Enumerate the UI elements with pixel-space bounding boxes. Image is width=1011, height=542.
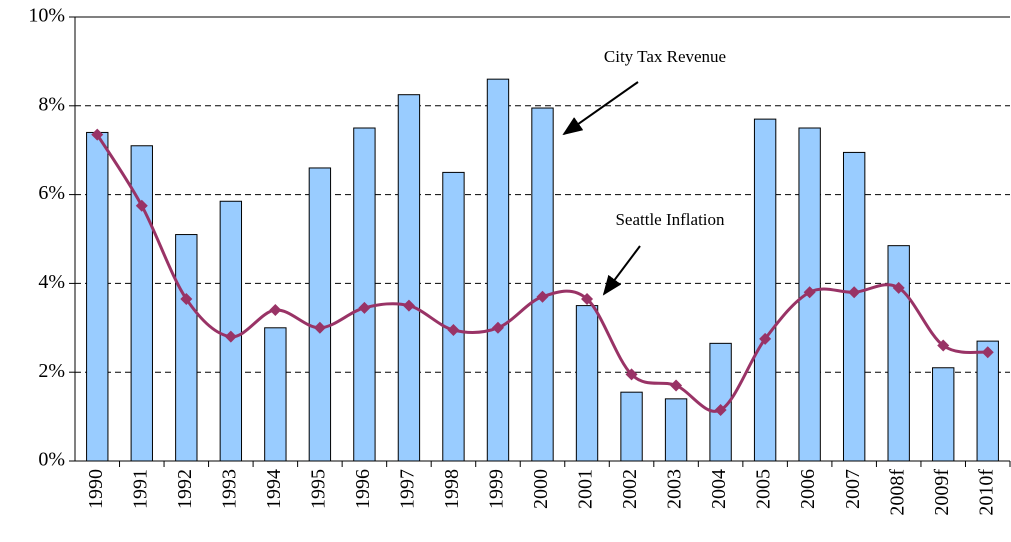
y-tick-label: 2% [38,360,65,382]
bar [353,127,376,462]
annotation-arrow [602,245,641,296]
x-tick-label: 2003 [664,469,686,509]
line-marker [269,304,282,317]
x-tick-label: 1993 [218,469,240,509]
bar [887,245,910,462]
line-marker [358,301,371,314]
bar [753,118,777,462]
x-tick-label: 1992 [174,469,196,509]
line-marker [135,199,148,212]
series-label: City Tax Revenue [604,47,726,66]
y-tick-label: 6% [38,182,65,204]
x-tick-label: 2010f [975,469,997,516]
line-marker [937,339,950,352]
bar [397,94,421,462]
x-tick-label: 1998 [441,469,463,509]
line-marker [224,330,237,343]
bar [264,327,287,462]
y-tick-label: 10% [28,5,65,27]
x-tick-label: 2006 [797,469,819,509]
x-tick-label: 2004 [708,469,730,509]
line-marker [402,299,415,312]
bar [175,234,198,462]
bar [709,342,732,462]
bar [486,78,510,462]
x-tick-label: 2001 [575,469,597,509]
x-tick-label: 1997 [397,469,419,509]
bar [442,171,465,462]
line-marker [625,368,638,381]
bar [130,145,153,462]
y-tick-label: 4% [38,271,65,293]
bar [308,167,332,462]
line-marker [447,324,460,337]
x-tick-label: 2007 [842,469,864,509]
x-tick-label: 1999 [486,469,508,509]
line-marker [892,281,905,294]
line-marker [981,346,994,359]
line-marker [180,292,193,305]
x-tick-label: 2002 [619,469,641,509]
bar [86,131,109,462]
bar [976,340,999,462]
plot-area: 0% 2% 4% 6% 8% 10% 1990 1991 1992 1993 1994 1995 199… [28,5,1011,516]
line-marker [759,332,772,345]
y-tick-label: 8% [38,93,65,115]
x-tick-label: 1995 [307,469,329,509]
line-marker [91,128,104,141]
line-marker [536,290,549,303]
x-tick-label: 2005 [753,469,775,509]
bar [620,391,643,462]
x-tick-label: 1990 [85,469,107,509]
line-marker [714,403,727,416]
x-tick-label: 1996 [352,469,374,509]
line-marker [670,379,683,392]
line-marker [803,286,816,299]
x-tick-label: 1991 [129,469,151,509]
line-marker [491,321,504,334]
y-tick-label: 0% [38,449,65,471]
bar [664,398,688,462]
bar [575,305,599,462]
line-marker [848,286,861,299]
x-tick-label: 2009f [931,469,953,516]
annotation-arrow [562,81,639,136]
bar [932,367,955,462]
line-marker [581,292,594,305]
x-tick-label: 1994 [263,469,285,509]
x-tick-label: 2000 [530,469,552,509]
bar [842,151,866,462]
series-label: Seattle Inflation [615,210,725,229]
line-marker [313,321,326,334]
x-tick-label: 2008f [886,469,908,516]
bar [531,107,554,462]
